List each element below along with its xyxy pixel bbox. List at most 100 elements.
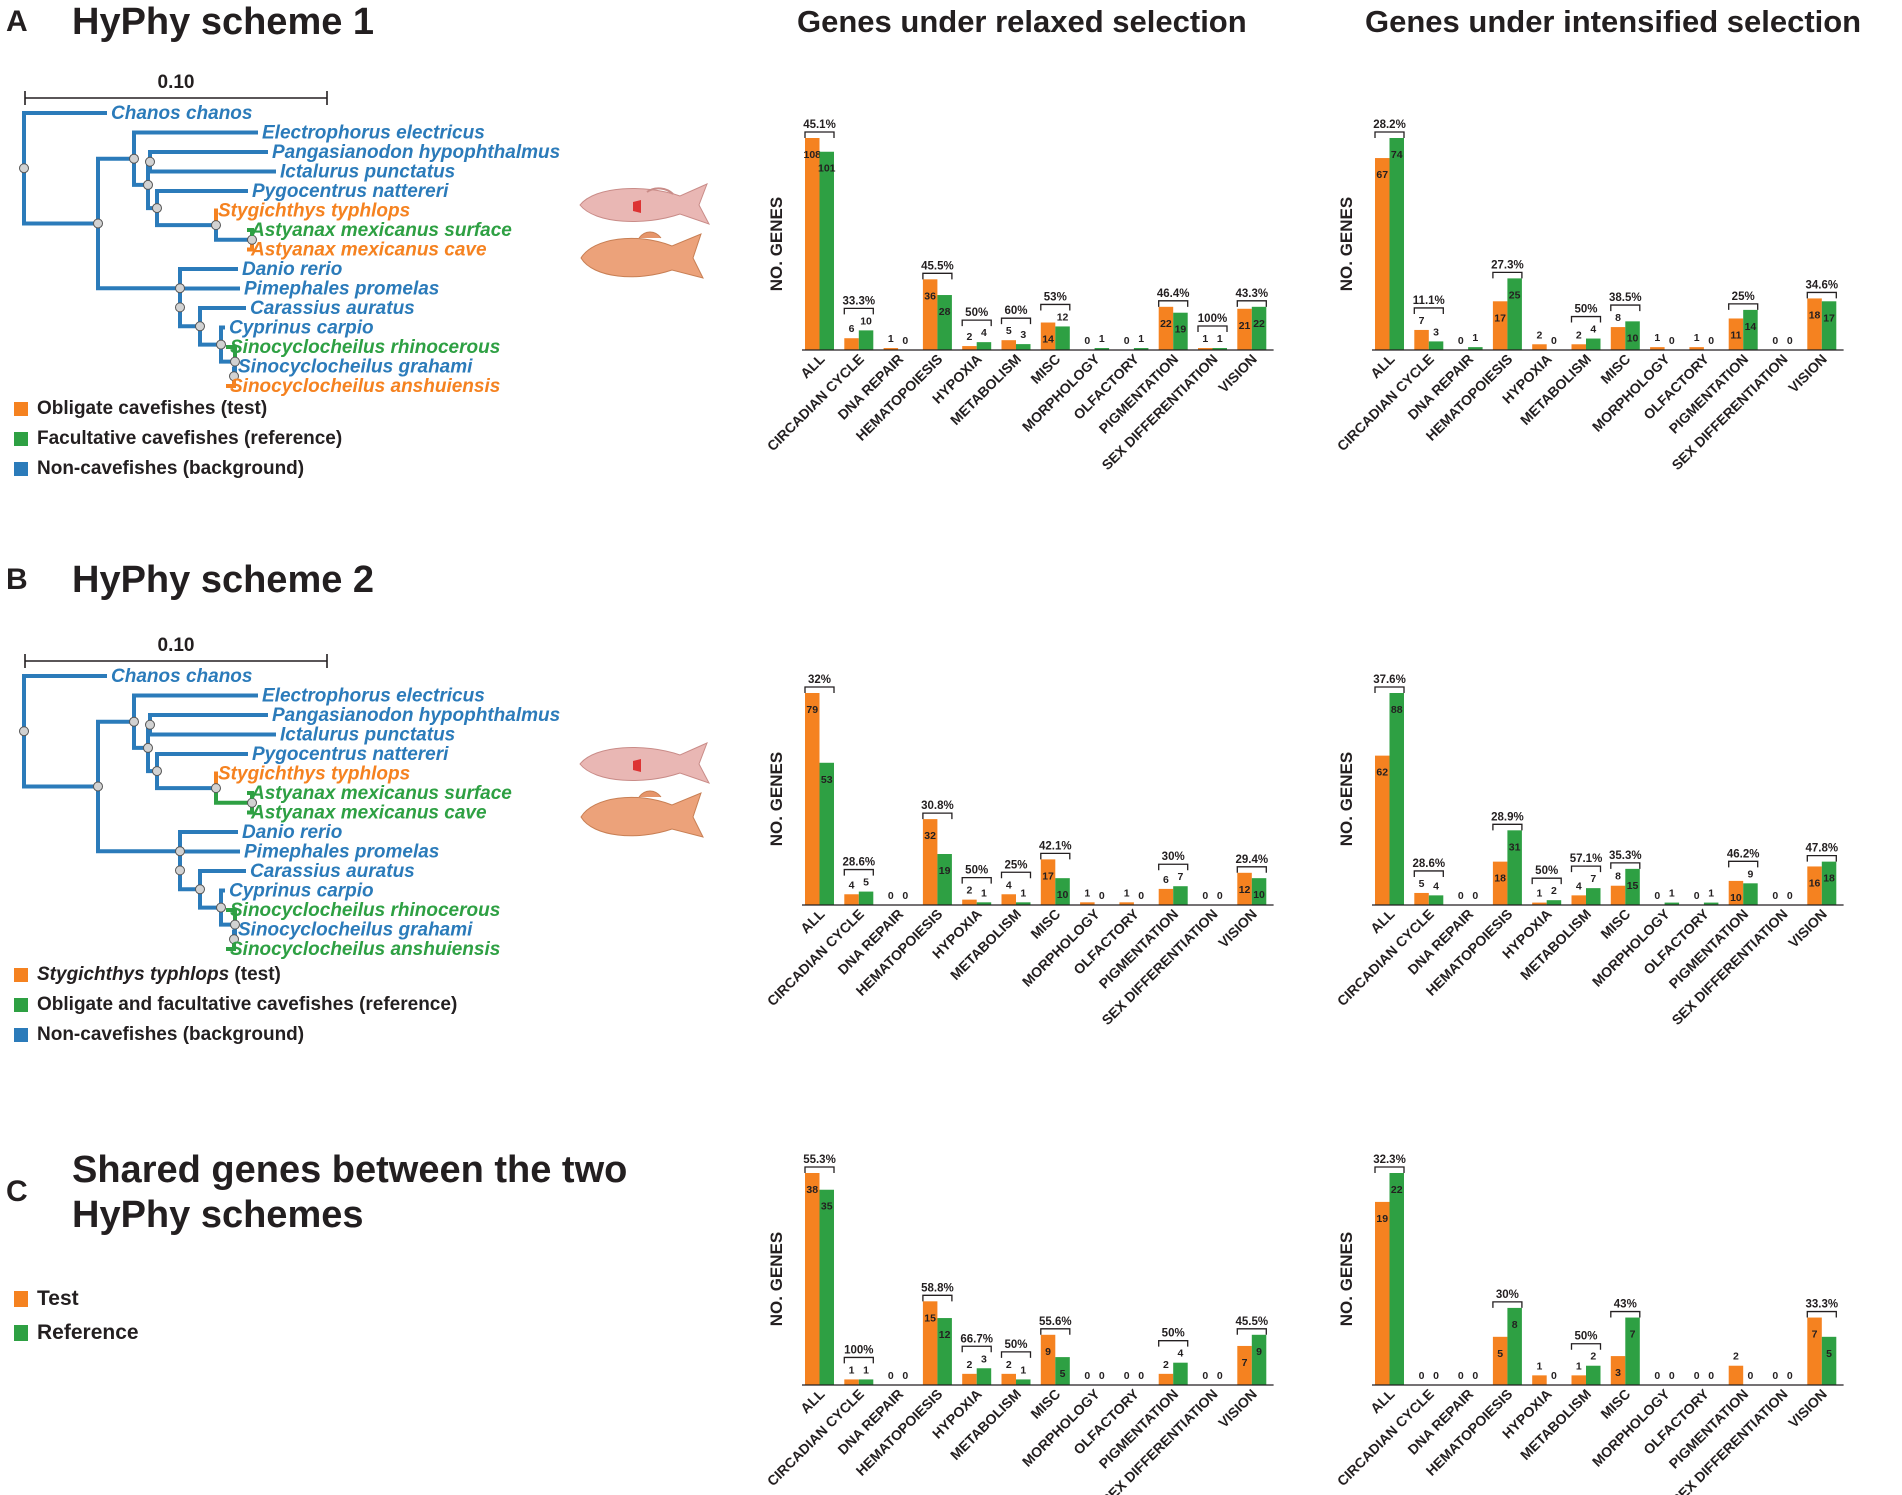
tree-node <box>229 934 239 945</box>
bar-value-label: 5 <box>863 877 869 889</box>
bar-value-label: 21 <box>1239 320 1251 332</box>
bar-value-label: 0 <box>1772 335 1778 347</box>
bar <box>937 1318 952 1385</box>
bar <box>858 1379 874 1385</box>
stygichthys-fish-illustration <box>579 183 711 225</box>
bar <box>1040 322 1056 350</box>
bar-value-label: 0 <box>1472 1370 1478 1382</box>
percent-label: 29.4% <box>1235 854 1268 866</box>
x-tick-label: MISC <box>1597 906 1633 942</box>
bar-value-label: 8 <box>1512 1319 1518 1331</box>
bar-value-label: 0 <box>1654 890 1660 902</box>
bar <box>962 899 977 905</box>
x-tick-label: VISION <box>1215 1386 1260 1431</box>
bracket <box>1374 131 1405 138</box>
bar-value-label: 36 <box>924 290 936 302</box>
bar-value-label: 0 <box>1419 1370 1425 1382</box>
tree-branch <box>155 771 216 791</box>
tree-node <box>195 884 205 895</box>
bar <box>805 1173 820 1385</box>
bracket <box>1806 1310 1837 1318</box>
bar-value-label: 1 <box>1694 332 1700 344</box>
bar-value-label: 22 <box>1391 1184 1403 1196</box>
species-label: Pimephales promelas <box>244 842 439 863</box>
bracket <box>922 1294 953 1302</box>
bar <box>1625 868 1640 905</box>
species-label: Electrophorus electricus <box>262 686 485 707</box>
species-label: Sinocyclocheilus anshuiensis <box>230 939 500 960</box>
percent-label: 33.3% <box>842 295 875 307</box>
bar-value-label: 1 <box>1020 887 1026 899</box>
percent-label: 47.8% <box>1805 843 1838 855</box>
bar-value-label: 3 <box>1020 329 1026 341</box>
percent-label: 30% <box>1496 1289 1519 1301</box>
bar <box>1389 1173 1404 1385</box>
legend-reference-b: Obligate and facultative cavefishes (ref… <box>14 990 457 1020</box>
percent-label: 27.3% <box>1491 259 1524 271</box>
bar <box>1158 1373 1174 1385</box>
percent-label: 46.2% <box>1727 848 1760 860</box>
percent-label: 58.8% <box>921 1282 954 1294</box>
bar-value-label: 0 <box>1787 890 1793 902</box>
bar-value-label: 7 <box>1178 871 1184 883</box>
percent-label: 57.1% <box>1570 853 1603 865</box>
bar-value-label: 2 <box>967 885 973 897</box>
bar-value-label: 4 <box>1590 324 1596 336</box>
bar <box>1586 1365 1601 1385</box>
scale-bar-label: 0.10 <box>158 635 195 656</box>
tree-node <box>195 321 205 332</box>
bar-value-label: 1 <box>1708 888 1714 900</box>
bar-value-label: 1 <box>1099 333 1105 345</box>
tree-node <box>211 220 221 231</box>
percent-label: 38.5% <box>1609 292 1642 304</box>
percent-label: 28.6% <box>1412 858 1445 870</box>
bracket <box>804 1166 835 1173</box>
percent-label: 30% <box>1162 851 1185 863</box>
tree-branch <box>198 889 221 910</box>
bracket <box>1236 866 1267 873</box>
panel-c-legend: Test Reference <box>14 1282 139 1350</box>
bar <box>1414 892 1429 905</box>
tree-branch <box>96 156 134 224</box>
bar-value-label: 0 <box>1708 1370 1714 1382</box>
bar <box>1040 859 1056 905</box>
bar-value-label: 15 <box>924 1312 936 1324</box>
x-tick-label: MISC <box>1597 351 1633 387</box>
bar-value-label: 0 <box>888 890 894 902</box>
bar-value-label: 14 <box>1745 321 1757 333</box>
panel-a-title: HyPhy scheme 1 <box>72 1 375 43</box>
tree-branch <box>155 752 248 772</box>
bracket <box>1610 304 1641 312</box>
y-axis-label: NO. GENES <box>1337 752 1356 846</box>
bar-value-label: 1 <box>1217 333 1223 345</box>
bar-value-label: 2 <box>1163 1359 1169 1371</box>
bar-value-label: 0 <box>1217 890 1223 902</box>
scale-bar-label: 0.10 <box>158 72 195 93</box>
intensified-column-title: Genes under intensified selection <box>1365 4 1862 39</box>
percent-label: 28.2% <box>1373 119 1406 131</box>
bar-value-label: 0 <box>1433 1370 1439 1382</box>
bracket <box>1374 1166 1405 1173</box>
tree-branch <box>132 130 258 159</box>
species-label: Astyanax mexicanus cave <box>250 240 487 261</box>
bar-value-label: 5 <box>1419 878 1425 890</box>
tree-branch <box>219 325 225 345</box>
bar-value-label: 0 <box>1084 1370 1090 1382</box>
bracket <box>1531 877 1562 885</box>
tree-branch <box>178 267 238 289</box>
tree-branch <box>148 161 276 174</box>
bar-value-label: 1 <box>1138 333 1144 345</box>
tree-branch <box>155 208 216 228</box>
bracket <box>843 307 874 315</box>
bar <box>1743 883 1758 905</box>
bar-value-label: 0 <box>1138 1370 1144 1382</box>
species-label: Carassius auratus <box>250 861 415 882</box>
bracket <box>1040 303 1071 311</box>
tree-node <box>129 716 139 727</box>
percent-label: 60% <box>1004 305 1027 317</box>
bar-value-label: 0 <box>1458 335 1464 347</box>
percent-label: 32.3% <box>1373 1154 1406 1166</box>
phylogenetic-tree-b: 0.10 Chanos chanos Electrophorus electricu… <box>19 635 560 960</box>
bar-value-label: 101 <box>818 163 836 175</box>
percent-label: 66.7% <box>960 1333 993 1345</box>
